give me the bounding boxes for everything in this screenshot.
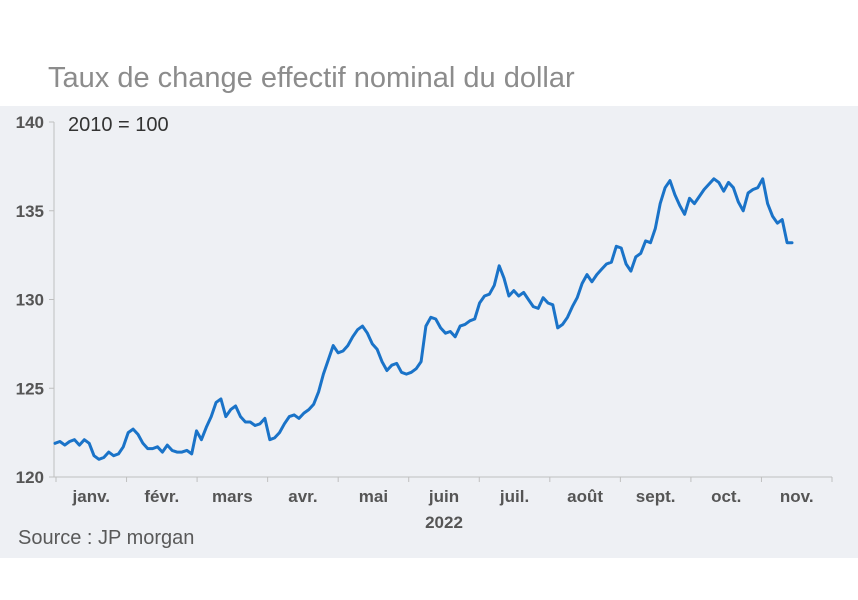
chart-title: Taux de change effectif nominal du dolla… <box>48 62 575 94</box>
x-tick-label: janv. <box>72 487 110 506</box>
year-label: 2022 <box>425 513 463 532</box>
x-tick-label: août <box>567 487 603 506</box>
x-tick-label: mars <box>212 487 253 506</box>
x-tick-label: oct. <box>711 487 741 506</box>
y-tick-label: 125 <box>16 379 44 398</box>
x-tick-label: juin <box>428 487 459 506</box>
axes <box>53 122 832 478</box>
x-tick-label: mai <box>359 487 388 506</box>
x-tick-label: nov. <box>780 487 814 506</box>
source-note: Source : JP morgan <box>18 527 195 549</box>
y-tick-label: 135 <box>16 202 44 221</box>
x-tick-label: juil. <box>499 487 529 506</box>
y-tick-label: 130 <box>16 291 44 310</box>
y-tick-label: 140 <box>16 113 44 132</box>
x-ticks: janv. févr. mars avr. mai juin juil. août sept. o… <box>55 477 833 506</box>
x-tick-label: févr. <box>144 487 179 506</box>
y-ticks: 120 125 130 135 140 <box>16 113 54 487</box>
series-line <box>53 177 794 461</box>
y-tick-label: 120 <box>16 468 44 487</box>
x-tick-label: sept. <box>636 487 676 506</box>
unit-label: 2010 = 100 <box>68 114 169 136</box>
x-tick-label: avr. <box>288 487 317 506</box>
